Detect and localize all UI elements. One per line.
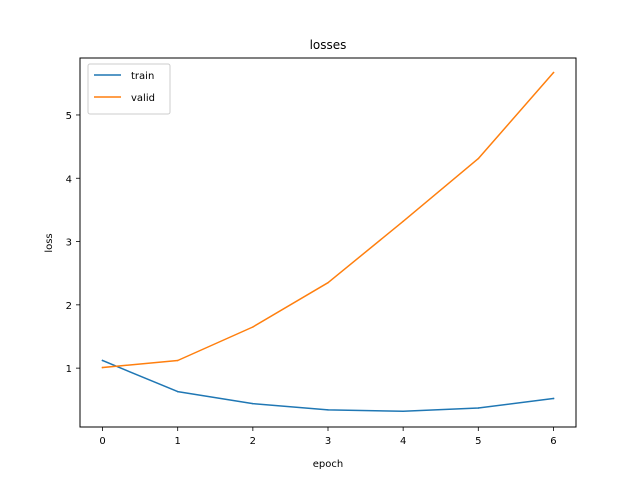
legend: train valid — [87, 63, 171, 115]
legend-box — [87, 63, 171, 115]
y-axis-title: loss — [44, 233, 55, 252]
x-tick-label: 6 — [550, 436, 556, 447]
y-tick-label: 2 — [66, 301, 72, 312]
y-tick-label: 1 — [66, 364, 72, 375]
data-point-valid — [477, 157, 480, 160]
data-point-train — [552, 397, 555, 400]
x-tick-label: 3 — [325, 436, 331, 447]
chart-title: losses — [310, 38, 347, 52]
legend-label-train: train — [131, 71, 154, 82]
data-point-valid — [252, 326, 254, 328]
data-point-valid — [101, 366, 104, 369]
x-tick-label: 4 — [400, 436, 406, 447]
legend-label-valid: valid — [131, 93, 155, 104]
data-point-valid — [176, 359, 179, 362]
data-point-train — [477, 407, 480, 409]
x-tick-label: 5 — [475, 436, 481, 447]
data-point-train — [176, 390, 179, 393]
x-tick-label: 0 — [99, 436, 105, 447]
data-point-valid — [552, 71, 555, 74]
data-point-train — [402, 410, 404, 412]
x-axis: 0 1 2 3 4 5 6 — [99, 427, 557, 447]
data-point-valid — [327, 281, 329, 284]
data-point-train — [327, 409, 329, 411]
y-axis: 1 2 3 4 5 — [66, 111, 80, 375]
y-tick-label: 3 — [66, 238, 72, 249]
y-tick-label: 4 — [66, 174, 72, 185]
x-tick-label: 2 — [250, 436, 256, 447]
data-point-train — [252, 402, 254, 405]
series-layer — [101, 71, 555, 412]
data-point-train — [101, 359, 104, 362]
x-axis-title: epoch — [313, 459, 343, 470]
y-tick-label: 5 — [66, 111, 72, 122]
x-tick-label: 1 — [175, 436, 181, 447]
data-point-valid — [402, 220, 404, 223]
